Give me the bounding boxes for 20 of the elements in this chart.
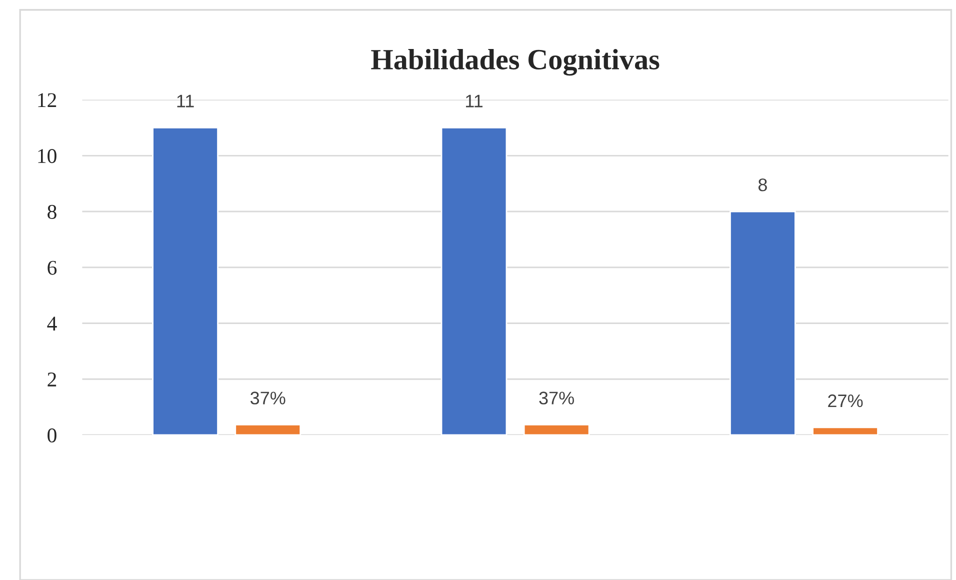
- y-tick-label: 2: [48, 372, 56, 386]
- bar: [730, 210, 796, 435]
- y-tick-label: 6: [48, 260, 57, 275]
- data-label: 37%: [250, 392, 286, 404]
- y-tick-label: 0: [48, 428, 56, 442]
- y-tick-label: 4: [47, 316, 57, 330]
- data-label: 11: [177, 94, 194, 108]
- chart-title: Habilidades Cognitivas: [371, 48, 660, 76]
- y-tick-label: 10: [38, 149, 56, 164]
- bar: [234, 424, 302, 435]
- bar: [152, 127, 218, 435]
- y-tick-label: 8: [48, 204, 56, 219]
- bar: [440, 127, 508, 435]
- data-label: 8: [758, 178, 767, 192]
- bar: [812, 426, 878, 435]
- data-label: 37%: [539, 392, 574, 404]
- data-label: 11: [466, 94, 482, 108]
- y-tick-label: 12: [38, 93, 56, 107]
- data-label: 27%: [828, 394, 863, 408]
- bar: [523, 424, 590, 435]
